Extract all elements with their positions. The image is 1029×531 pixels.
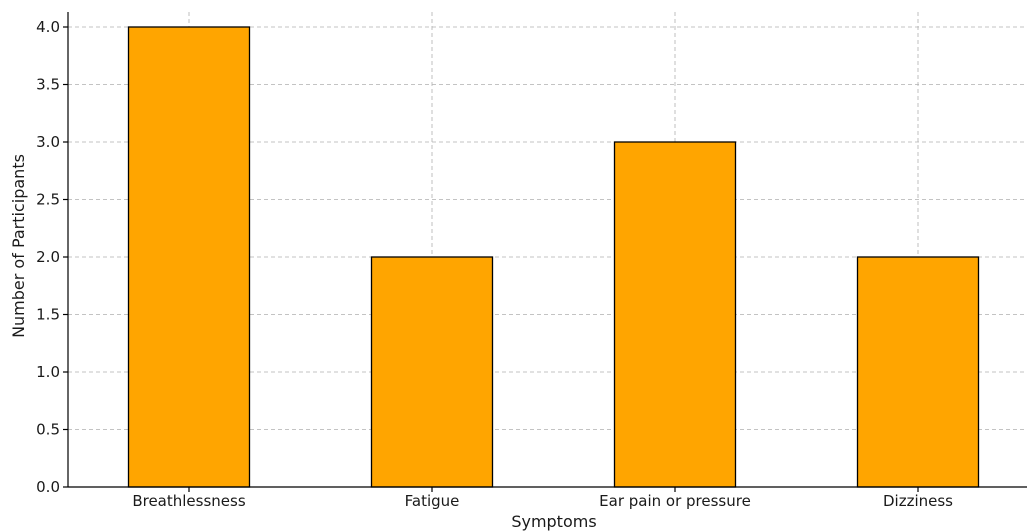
bars bbox=[127, 26, 980, 488]
x-axis-label: Symptoms bbox=[511, 512, 596, 531]
y-tick-label: 0.5 bbox=[36, 421, 60, 439]
x-tick-label: Ear pain or pressure bbox=[599, 492, 751, 510]
bar-fatigue bbox=[370, 256, 494, 488]
y-tick-label: 1.0 bbox=[36, 363, 60, 381]
x-tick-label: Breathlessness bbox=[132, 492, 246, 510]
tick-labels: 0.0 0.5 1.0 1.5 2.0 2.5 3.0 3.5 4.0 Breathlessnes… bbox=[36, 18, 953, 510]
y-axis-label: Number of Participants bbox=[9, 154, 28, 338]
y-tick-label: 0.0 bbox=[36, 478, 60, 496]
bar-ear-pain-or-pressure bbox=[613, 141, 737, 488]
y-tick-label: 4.0 bbox=[36, 18, 60, 36]
bar-breathlessness bbox=[127, 26, 251, 488]
y-tick-label: 3.0 bbox=[36, 133, 60, 151]
y-tick-label: 1.5 bbox=[36, 306, 60, 324]
y-tick-label: 2.5 bbox=[36, 191, 60, 209]
x-tick-label: Fatigue bbox=[405, 492, 460, 510]
axes bbox=[63, 12, 1027, 492]
y-tick-label: 2.0 bbox=[36, 248, 60, 266]
x-tick-label: Dizziness bbox=[883, 492, 953, 510]
y-tick-label: 3.5 bbox=[36, 76, 60, 94]
bar-dizziness bbox=[856, 256, 980, 488]
